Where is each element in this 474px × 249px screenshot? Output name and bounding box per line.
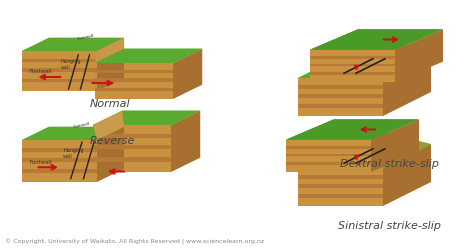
Polygon shape [95, 51, 97, 99]
Polygon shape [298, 144, 431, 168]
Text: Footwall: Footwall [73, 122, 91, 129]
Polygon shape [286, 162, 371, 165]
Polygon shape [298, 85, 383, 89]
Polygon shape [310, 72, 395, 75]
Polygon shape [310, 29, 443, 50]
Polygon shape [93, 157, 171, 162]
Polygon shape [298, 175, 383, 179]
Text: Normal: Normal [90, 99, 130, 109]
Text: Footwall: Footwall [77, 34, 94, 41]
Polygon shape [298, 54, 431, 78]
Polygon shape [93, 111, 200, 125]
Polygon shape [286, 119, 419, 140]
Polygon shape [383, 144, 431, 206]
Polygon shape [173, 49, 202, 99]
Polygon shape [310, 29, 443, 50]
Polygon shape [22, 158, 97, 162]
Polygon shape [395, 29, 443, 82]
Polygon shape [310, 50, 395, 82]
Text: Hanging
wall: Hanging wall [61, 59, 82, 70]
Polygon shape [93, 134, 171, 138]
Polygon shape [310, 63, 395, 66]
Polygon shape [93, 145, 171, 149]
Polygon shape [97, 127, 124, 182]
Polygon shape [354, 65, 360, 71]
Polygon shape [286, 146, 371, 149]
Text: Dextral strike-slip: Dextral strike-slip [340, 159, 439, 169]
Polygon shape [95, 38, 124, 63]
Polygon shape [298, 54, 431, 78]
Polygon shape [95, 70, 173, 73]
Polygon shape [286, 119, 431, 168]
Polygon shape [298, 104, 383, 108]
Polygon shape [310, 29, 431, 78]
Polygon shape [22, 140, 97, 182]
Polygon shape [22, 59, 97, 62]
Polygon shape [298, 184, 383, 188]
Polygon shape [22, 68, 97, 72]
Polygon shape [22, 51, 97, 91]
Polygon shape [371, 119, 419, 172]
Text: Reverse: Reverse [89, 136, 135, 146]
Polygon shape [22, 38, 124, 51]
Polygon shape [298, 194, 383, 198]
Polygon shape [286, 140, 371, 172]
Polygon shape [95, 49, 202, 63]
Polygon shape [95, 49, 202, 63]
Polygon shape [93, 125, 171, 172]
Polygon shape [97, 38, 124, 91]
Polygon shape [310, 56, 395, 59]
Text: © Copyright, University of Waikato, All Rights Reserved | www.sciencelearn.org.n: © Copyright, University of Waikato, All … [5, 239, 264, 245]
Polygon shape [95, 78, 173, 82]
Polygon shape [93, 111, 200, 125]
Text: Hanging
wall: Hanging wall [63, 148, 84, 159]
Polygon shape [298, 144, 431, 168]
Polygon shape [298, 78, 383, 116]
Polygon shape [286, 119, 419, 140]
Polygon shape [298, 168, 383, 206]
Polygon shape [298, 94, 383, 98]
Polygon shape [22, 148, 97, 152]
Polygon shape [93, 111, 124, 140]
Polygon shape [171, 111, 200, 172]
Polygon shape [22, 38, 124, 51]
Text: Footwall: Footwall [30, 69, 53, 74]
Polygon shape [22, 79, 97, 82]
Polygon shape [286, 154, 371, 156]
Polygon shape [22, 127, 124, 140]
Polygon shape [95, 63, 173, 99]
Text: Footwall: Footwall [30, 160, 53, 165]
Polygon shape [95, 88, 173, 91]
Polygon shape [354, 155, 360, 161]
Polygon shape [22, 169, 97, 173]
Text: Sinistral strike-slip: Sinistral strike-slip [338, 221, 441, 231]
Polygon shape [22, 127, 124, 140]
Polygon shape [383, 54, 431, 116]
